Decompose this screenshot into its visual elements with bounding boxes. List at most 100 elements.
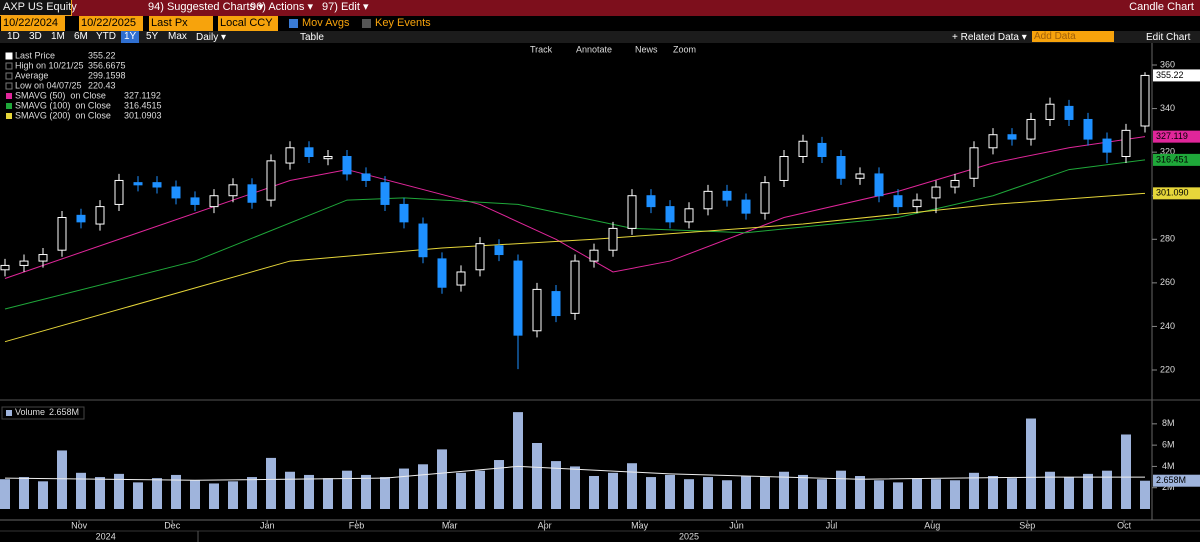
volume-bar [399, 468, 409, 509]
mov-avgs-toggle[interactable]: Mov Avgs [302, 17, 350, 29]
volume-bar [1121, 434, 1131, 509]
volume-bar [722, 480, 732, 509]
legend-value: 220.43 [88, 80, 116, 90]
candle-body [1083, 118, 1093, 140]
candle-body [1007, 134, 1017, 140]
add-data[interactable]: Add Data [1032, 31, 1114, 42]
legend-label: SMAVG (50) on Close [15, 90, 106, 100]
volume-bar [190, 480, 200, 509]
moving-average-line [4, 136, 1146, 279]
volume-bar [969, 472, 979, 509]
x-tick-label: Apr [538, 520, 552, 530]
candle-body [247, 184, 257, 203]
volume-bar [532, 443, 542, 509]
start-date[interactable]: 10/22/2024 [1, 16, 65, 31]
end-date[interactable]: 10/22/2025 [79, 16, 143, 31]
currency-select[interactable]: Local CCY [218, 16, 278, 31]
legend-icon [5, 52, 13, 60]
y-tick-label: 6M [1162, 440, 1175, 450]
volume-bar [988, 476, 998, 509]
volume-bar [19, 477, 29, 509]
volume-bar [209, 483, 219, 509]
volume-bar [494, 460, 504, 509]
period-button[interactable]: 6M [74, 31, 88, 42]
related-data[interactable]: + Related Data ▾ [952, 32, 1027, 43]
legend-label: SMAVG (200) on Close [15, 110, 111, 120]
volume-bar [589, 476, 599, 509]
volume-bar [551, 461, 561, 509]
volume-legend-name: Volume [15, 407, 45, 417]
price-tag [1153, 130, 1200, 143]
volume-bar [1140, 480, 1150, 509]
volume-bar [418, 464, 428, 509]
y-tick-label: 260 [1160, 277, 1175, 287]
legend-label: Last Price [15, 50, 55, 60]
table-button[interactable]: Table [300, 32, 324, 43]
frequency-select[interactable]: Daily ▾ [196, 32, 227, 43]
security-box[interactable]: AXP US Equity [0, 0, 77, 16]
volume-bar [608, 472, 618, 509]
candle-body [836, 156, 846, 179]
candle-body [285, 147, 295, 164]
y-tick-label: 240 [1160, 321, 1175, 331]
checkbox[interactable] [362, 19, 371, 28]
legend-label: SMAVG (100) on Close [15, 100, 111, 110]
period-button[interactable]: 1M [51, 31, 65, 42]
volume-bar [171, 474, 181, 509]
volume-bar [76, 472, 86, 509]
volume-bar [760, 477, 770, 509]
legend-icon [6, 113, 12, 119]
candle-body [437, 258, 447, 288]
volume-bar [817, 479, 827, 509]
candle-body [209, 195, 219, 208]
menu[interactable]: 96) Actions ▾ [250, 1, 313, 13]
checkbox[interactable] [289, 19, 298, 28]
candle-body [380, 182, 390, 205]
chart-tool[interactable]: Annotate [576, 44, 612, 54]
chart-tool[interactable]: News [635, 44, 658, 54]
period-button[interactable]: 5Y [146, 31, 159, 42]
volume-bar [0, 479, 10, 509]
menu[interactable]: 94) Suggested Charts ▾ [148, 1, 264, 13]
candle-body [665, 206, 675, 223]
options-bar [0, 16, 1200, 31]
legend-icon [5, 62, 13, 70]
period-button[interactable]: YTD [96, 31, 116, 42]
volume-tag-label: 2.658M [1156, 475, 1186, 485]
volume-bar [285, 471, 295, 509]
chart-tool[interactable]: Track [530, 44, 553, 54]
volume-bar [836, 470, 846, 509]
volume-bar [1102, 470, 1112, 509]
period-button[interactable]: 1Y [121, 31, 140, 43]
period-button[interactable]: 1D [7, 31, 20, 42]
price-tag-label: 301.090 [1156, 188, 1189, 198]
volume-bar [57, 450, 67, 509]
edit-chart[interactable]: Edit Chart [1146, 32, 1191, 43]
period-button[interactable]: 3D [29, 31, 42, 42]
candle-body [608, 227, 618, 251]
legend-icon [5, 82, 13, 90]
legend-icon [6, 410, 12, 416]
x-tick-label: Aug [924, 520, 940, 530]
menu[interactable]: 97) Edit ▾ [322, 1, 369, 13]
volume-bar [741, 476, 751, 509]
price-tag [1153, 153, 1200, 166]
key-events-toggle[interactable]: Key Events [375, 17, 431, 29]
x-tick-label: Jan [260, 520, 275, 530]
volume-legend: Volume 2.658M [15, 407, 79, 417]
x-tick-label: May [631, 520, 649, 530]
volume-bar [456, 472, 466, 509]
x-tick-label: Mar [442, 520, 458, 530]
volume-legend-value: 2.658M [49, 407, 79, 417]
chart-tool[interactable]: Zoom [673, 44, 696, 54]
candle-body [589, 249, 599, 262]
field-select[interactable]: Last Px [149, 16, 213, 31]
y-tick-label: 4M [1162, 461, 1175, 471]
volume-bar [1064, 477, 1074, 509]
period-button[interactable]: Max [168, 31, 187, 42]
volume-bar [1026, 418, 1036, 509]
candle-body [798, 140, 808, 158]
x-tick-label: Jun [729, 520, 744, 530]
candle-body [1026, 118, 1036, 140]
legend-box [2, 50, 124, 124]
